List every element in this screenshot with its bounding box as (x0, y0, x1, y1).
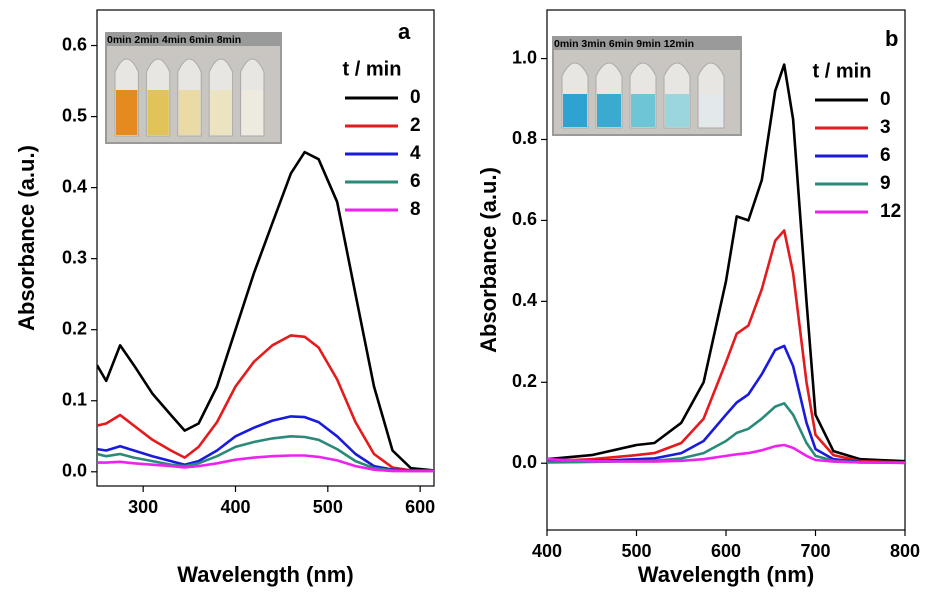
series-line (547, 63, 905, 463)
x-tick-label: 800 (890, 541, 920, 561)
y-tick-label: 0.2 (512, 371, 537, 391)
legend-label: 0 (880, 89, 891, 110)
series-line (547, 229, 905, 464)
y-tick-label: 0.1 (62, 389, 87, 409)
y-tick-label: 0.4 (512, 290, 537, 310)
legend-label: 0 (410, 87, 421, 108)
series-line (97, 435, 434, 473)
legend-label: 3 (880, 117, 891, 138)
x-tick-label: 600 (711, 541, 741, 561)
vial-liquid (631, 94, 655, 127)
plot-frame (96, 9, 435, 487)
vial-liquid (597, 94, 621, 127)
x-tick-label: 500 (621, 541, 651, 561)
panel-label: a (398, 19, 411, 44)
x-tick-label: 700 (800, 541, 830, 561)
x-tick-label: 600 (405, 497, 435, 517)
y-tick-label: 0.4 (62, 176, 87, 196)
vial-liquid (147, 90, 169, 135)
legend-title: t / min (813, 60, 872, 82)
legend-title: t / min (343, 58, 402, 80)
vial-liquid (665, 94, 689, 127)
vial-liquid (699, 94, 723, 127)
vial-liquid (116, 90, 138, 135)
y-tick-label: 0.0 (512, 452, 537, 472)
series-line (97, 415, 434, 472)
series-line (547, 443, 905, 465)
y-axis-title: Absorbance (a.u.) (14, 145, 39, 331)
y-tick-label: 0.2 (62, 318, 87, 338)
legend-label: 12 (880, 201, 901, 222)
x-tick-label: 400 (532, 541, 562, 561)
y-tick-label: 0.8 (512, 128, 537, 148)
y-tick-label: 0.6 (62, 34, 87, 54)
x-tick-label: 400 (220, 497, 250, 517)
inset-caption: 0min 3min 6min 9min 12min (554, 38, 694, 50)
y-tick-label: 0.6 (512, 209, 537, 229)
x-tick-label: 500 (313, 497, 343, 517)
y-axis-title: Absorbance (a.u.) (476, 167, 501, 353)
y-tick-label: 0.0 (62, 461, 87, 481)
y-tick-label: 0.5 (62, 105, 87, 125)
inset-caption: 0min 2min 4min 6min 8min (107, 34, 241, 46)
legend-label: 8 (410, 199, 421, 220)
vial-liquid (178, 90, 201, 135)
x-axis-title: Wavelength (nm) (638, 562, 814, 587)
panel-label: b (885, 26, 898, 51)
series-line (97, 454, 434, 473)
x-axis-title: Wavelength (nm) (177, 562, 353, 587)
legend-label: 2 (410, 115, 421, 136)
vial-liquid (563, 94, 587, 127)
legend-label: 6 (410, 171, 421, 192)
vial-liquid (210, 90, 232, 135)
legend-label: 4 (410, 143, 421, 164)
y-tick-label: 0.3 (62, 247, 87, 267)
legend-label: 9 (880, 173, 891, 194)
series-line (547, 344, 905, 465)
legend-label: 6 (880, 145, 891, 166)
y-tick-label: 1.0 (512, 47, 537, 67)
series-line (97, 334, 434, 472)
series-line (97, 150, 434, 472)
x-tick-label: 300 (128, 497, 158, 517)
vial-liquid (241, 90, 263, 135)
